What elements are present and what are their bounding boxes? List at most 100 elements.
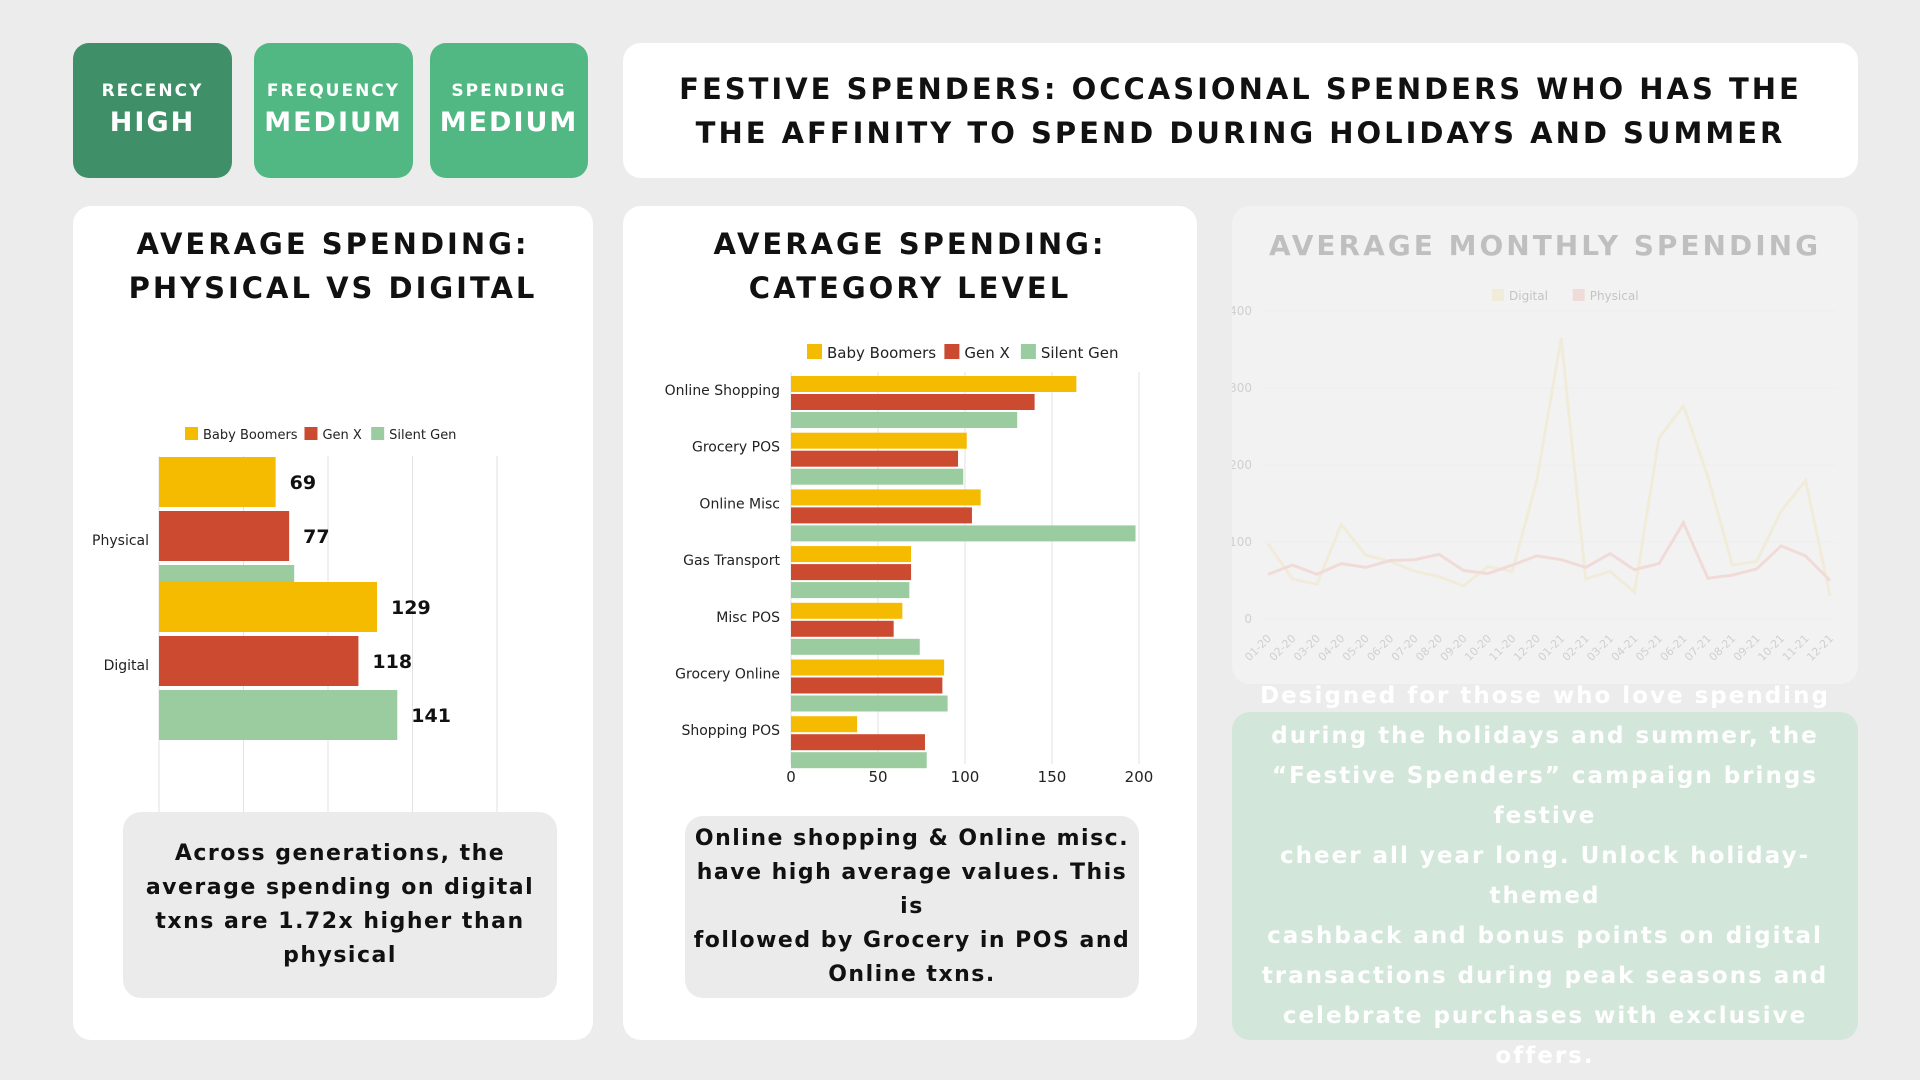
physical-digital-title-line2: PHYSICAL VS DIGITAL bbox=[128, 271, 538, 305]
x-tick-label: 12-21 bbox=[1804, 632, 1836, 664]
bar-misc-pos-gen-x bbox=[791, 620, 894, 637]
campaign-description: Designed for those who love spending dur… bbox=[1232, 683, 1858, 1069]
x-tick-label: 03-21 bbox=[1584, 632, 1616, 664]
x-tick-label: 0 bbox=[786, 768, 796, 786]
legend-swatch-baby-boomers bbox=[185, 427, 198, 440]
x-tick-label: 11-21 bbox=[1780, 632, 1812, 664]
series-line-physical bbox=[1267, 519, 1832, 582]
recency-value: HIGH bbox=[109, 107, 196, 138]
promo-line: Designed for those who love spending bbox=[1260, 683, 1830, 709]
category-label-online-shopping: Online Shopping bbox=[665, 383, 780, 399]
category-label-shopping-pos: Shopping POS bbox=[681, 723, 780, 739]
x-tick-label: 07-20 bbox=[1389, 632, 1421, 664]
legend-label-silent-gen: Silent Gen bbox=[1041, 344, 1119, 362]
category-level-title-line1: AVERAGE SPENDING: bbox=[713, 227, 1107, 261]
y-tick-label: 0 bbox=[1244, 612, 1252, 626]
series-line-digital bbox=[1266, 337, 1832, 597]
data-label-physical-baby-boomers: 69 bbox=[290, 472, 316, 494]
category-level-chart: Baby Boomers Gen X Silent Gen 0 50 100 150 200 O… bbox=[665, 344, 1154, 786]
x-tick-label: 12-20 bbox=[1511, 632, 1543, 664]
promo-line: cashback and bonus points on digital bbox=[1267, 923, 1823, 949]
bar-online-misc-silent-gen bbox=[791, 525, 1136, 542]
legend-label-digital: Digital bbox=[1509, 289, 1548, 303]
data-label-physical-gen-x: 77 bbox=[303, 526, 329, 548]
x-tick-label: 50 bbox=[868, 768, 887, 786]
frequency-value: MEDIUM bbox=[264, 107, 403, 138]
legend-label-silent-gen: Silent Gen bbox=[389, 428, 456, 443]
note-line: have high average values. This is bbox=[696, 860, 1128, 919]
bar-grocery-online-gen-x bbox=[791, 677, 943, 694]
page-title-line1: FESTIVE SPENDERS: OCCASIONAL SPENDERS WH… bbox=[679, 71, 1802, 106]
bar-shopping-pos-baby-boomers bbox=[791, 716, 858, 733]
note-line: Across generations, the bbox=[174, 841, 506, 866]
x-tick-label: 01-20 bbox=[1242, 632, 1274, 664]
recency-label: RECENCY bbox=[101, 81, 204, 101]
y-tick-label: 300 bbox=[1232, 381, 1252, 395]
legend-swatch-silent-gen bbox=[1020, 344, 1036, 359]
x-tick-label: 11-20 bbox=[1487, 632, 1519, 664]
category-label-misc-pos: Misc POS bbox=[716, 610, 780, 626]
x-tick-label: 100 bbox=[951, 768, 980, 786]
bar-grocery-pos-gen-x bbox=[791, 450, 959, 467]
bar-online-misc-baby-boomers bbox=[791, 489, 981, 506]
bar-grocery-online-baby-boomers bbox=[791, 659, 945, 676]
bar-gas-transport-gen-x bbox=[791, 564, 912, 581]
note-line: average spending on digital bbox=[145, 875, 535, 900]
x-tick-label: 09-20 bbox=[1438, 632, 1470, 664]
monthly-spending-title: AVERAGE MONTHLY SPENDING bbox=[1268, 229, 1822, 262]
x-tick-label: 02-20 bbox=[1267, 632, 1299, 664]
category-level-title: AVERAGE SPENDING: CATEGORY LEVEL bbox=[623, 222, 1197, 310]
data-label-digital-gen-x: 118 bbox=[372, 651, 412, 673]
x-tick-label: 10-21 bbox=[1755, 632, 1787, 664]
category-label-digital: Digital bbox=[104, 658, 149, 674]
legend-label-gen-x: Gen X bbox=[964, 344, 1009, 362]
legend-swatch-baby-boomers bbox=[807, 344, 822, 359]
physical-digital-title: AVERAGE SPENDING: PHYSICAL VS DIGITAL bbox=[73, 222, 593, 310]
monthly-spending-card: AVERAGE MONTHLY SPENDING Digital Physical… bbox=[1232, 206, 1858, 684]
bar-digital-baby-boomers bbox=[159, 582, 378, 632]
bar-physical-gen-x bbox=[159, 511, 290, 561]
promo-line: during the holidays and summer, the bbox=[1271, 723, 1819, 749]
note-line: txns are 1.72x higher than bbox=[155, 909, 525, 934]
bar-gas-transport-silent-gen bbox=[791, 582, 910, 599]
physical-digital-title-line1: AVERAGE SPENDING: bbox=[136, 227, 530, 261]
promo-line: celebrate purchases with exclusive offer… bbox=[1282, 1003, 1808, 1069]
spending-label: SPENDING bbox=[451, 81, 567, 101]
physical-digital-note: Across generations, the average spending… bbox=[123, 812, 557, 998]
x-tick-label: 08-21 bbox=[1707, 632, 1739, 664]
note-line: Online txns. bbox=[828, 962, 996, 987]
y-tick-label: 400 bbox=[1232, 304, 1252, 318]
x-tick-label: 04-21 bbox=[1609, 632, 1641, 664]
x-tick-label: 06-20 bbox=[1364, 632, 1396, 664]
category-level-title-line2: CATEGORY LEVEL bbox=[748, 271, 1072, 305]
bar-misc-pos-silent-gen bbox=[791, 638, 920, 655]
category-label-grocery-online: Grocery Online bbox=[675, 667, 780, 683]
legend-swatch-digital bbox=[1492, 289, 1504, 301]
category-label-physical: Physical bbox=[92, 533, 149, 549]
bar-physical-baby-boomers bbox=[159, 457, 276, 507]
category-label-online-misc: Online Misc bbox=[699, 496, 780, 512]
bar-digital-gen-x bbox=[159, 636, 359, 686]
recency-badge: RECENCY HIGH bbox=[73, 43, 232, 178]
bar-shopping-pos-silent-gen bbox=[791, 752, 927, 769]
legend-swatch-physical bbox=[1572, 289, 1585, 301]
legend-swatch-gen-x bbox=[944, 344, 960, 359]
category-label-grocery-pos: Grocery POS bbox=[692, 440, 780, 456]
note-line: physical bbox=[283, 943, 397, 968]
promo-line: transactions during peak seasons and bbox=[1261, 963, 1829, 989]
legend-label-gen-x: Gen X bbox=[322, 428, 361, 443]
x-tick-label: 09-21 bbox=[1731, 632, 1763, 664]
x-tick-label: 04-20 bbox=[1316, 632, 1348, 664]
bar-grocery-pos-silent-gen bbox=[791, 468, 964, 485]
x-tick-label: 01-21 bbox=[1536, 632, 1568, 664]
legend-label-baby-boomers: Baby Boomers bbox=[827, 344, 936, 362]
bar-online-shopping-baby-boomers bbox=[791, 376, 1077, 392]
bar-digital-silent-gen bbox=[159, 690, 398, 740]
x-tick-label: 200 bbox=[1125, 768, 1154, 786]
monthly-spending-chart: Digital Physical010020030040001-2002-2003… bbox=[1232, 289, 1836, 664]
x-tick-label: 02-21 bbox=[1560, 632, 1592, 664]
x-tick-label: 06-21 bbox=[1658, 632, 1690, 664]
page-title: FESTIVE SPENDERS: OCCASIONAL SPENDERS WH… bbox=[623, 43, 1858, 178]
x-tick-label: 03-20 bbox=[1291, 632, 1323, 664]
bar-online-misc-gen-x bbox=[791, 507, 972, 524]
